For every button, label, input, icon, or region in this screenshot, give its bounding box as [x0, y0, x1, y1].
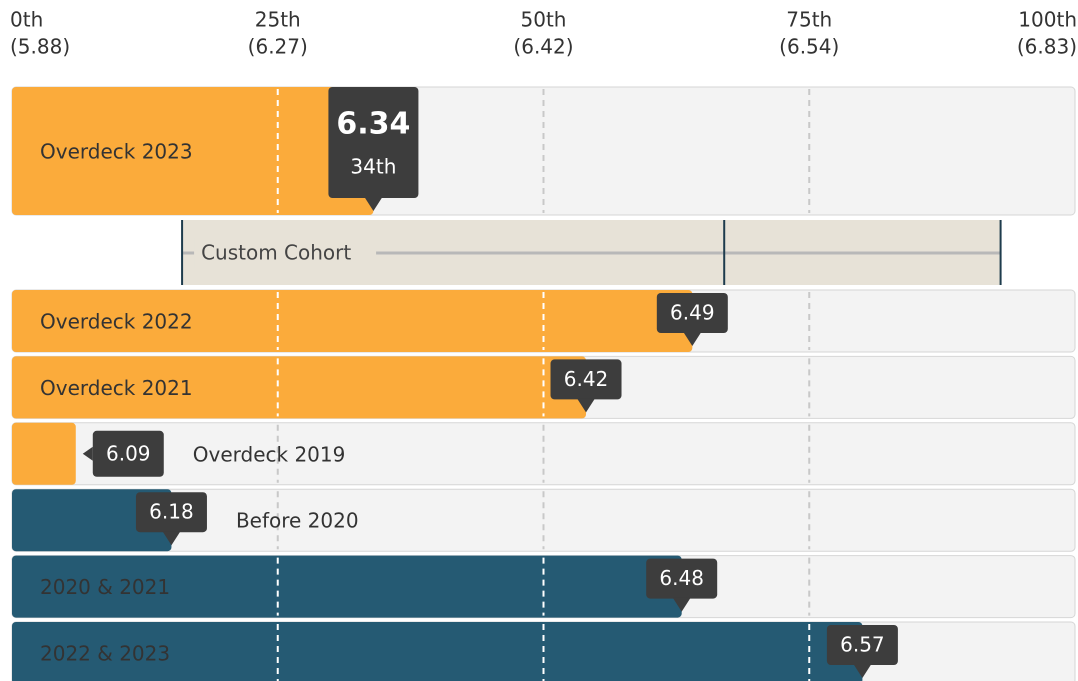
- tooltip-pointer: [82, 446, 93, 461]
- tooltip-value: 6.49: [670, 301, 715, 325]
- tooltip-pointer: [577, 398, 596, 413]
- x-tick-label: 25th: [255, 8, 301, 32]
- row-background: [11, 422, 1076, 486]
- x-tick-score: (6.27): [248, 35, 308, 59]
- x-tick-score: (5.88): [10, 35, 70, 59]
- x-tick-label: 75th: [786, 8, 832, 32]
- value-tooltip: 6.18: [135, 492, 207, 546]
- x-tick-score: (6.54): [779, 35, 839, 59]
- x-tick-label: 0th: [10, 8, 43, 32]
- x-tick-label: 100th: [1018, 8, 1077, 32]
- value-tooltip: 6.48: [646, 558, 718, 612]
- cohort-label-bg: [194, 238, 377, 268]
- row-label: Overdeck 2019: [193, 442, 346, 466]
- bar: [12, 356, 587, 419]
- row-label: Overdeck 2021: [40, 376, 193, 400]
- row-label: Overdeck 2022: [40, 310, 193, 334]
- tooltip-pointer: [853, 664, 872, 678]
- bar: [12, 87, 374, 215]
- x-tick-score: (6.83): [1017, 35, 1077, 59]
- cohort-label: Custom Cohort: [201, 241, 351, 265]
- tooltip-percentile: 34th: [350, 155, 396, 179]
- tooltip-value: 6.34: [336, 107, 410, 142]
- tooltip-pointer: [683, 332, 702, 346]
- bar: [12, 622, 863, 681]
- tooltip-box: [328, 87, 419, 198]
- row-label: Overdeck 2023: [40, 140, 193, 164]
- tooltip-box: [646, 558, 718, 599]
- tooltip-box: [135, 492, 207, 533]
- tooltip-box: [656, 293, 728, 333]
- value-tooltip: 6.34 34th: [328, 87, 419, 211]
- value-tooltip: 6.42: [550, 359, 622, 413]
- tooltip-box: [550, 359, 622, 400]
- tooltip-pointer: [672, 597, 691, 612]
- bar: [12, 555, 682, 618]
- row-label: 2020 & 2021: [40, 575, 170, 599]
- tooltip-box: [92, 430, 164, 477]
- row-label: 2022 & 2023: [40, 642, 170, 666]
- tooltip-value: 6.18: [149, 500, 194, 524]
- value-tooltip: 6.57: [826, 625, 898, 678]
- tooltip-value: 6.09: [106, 441, 151, 465]
- tooltip-pointer: [364, 197, 383, 211]
- tooltip-box: [826, 625, 898, 665]
- tooltip-value: 6.48: [659, 566, 704, 590]
- tooltip-value: 6.42: [564, 367, 609, 391]
- tooltip-value: 6.57: [840, 633, 885, 657]
- bar: [12, 489, 172, 552]
- x-tick-label: 50th: [521, 8, 567, 32]
- value-tooltip: 6.09: [82, 430, 164, 477]
- bar: [12, 290, 693, 352]
- value-tooltip: 6.49: [656, 293, 728, 346]
- x-tick-score: (6.42): [513, 35, 573, 59]
- bar: [12, 422, 76, 485]
- row-label: Before 2020: [236, 509, 359, 533]
- tooltip-pointer: [162, 531, 181, 546]
